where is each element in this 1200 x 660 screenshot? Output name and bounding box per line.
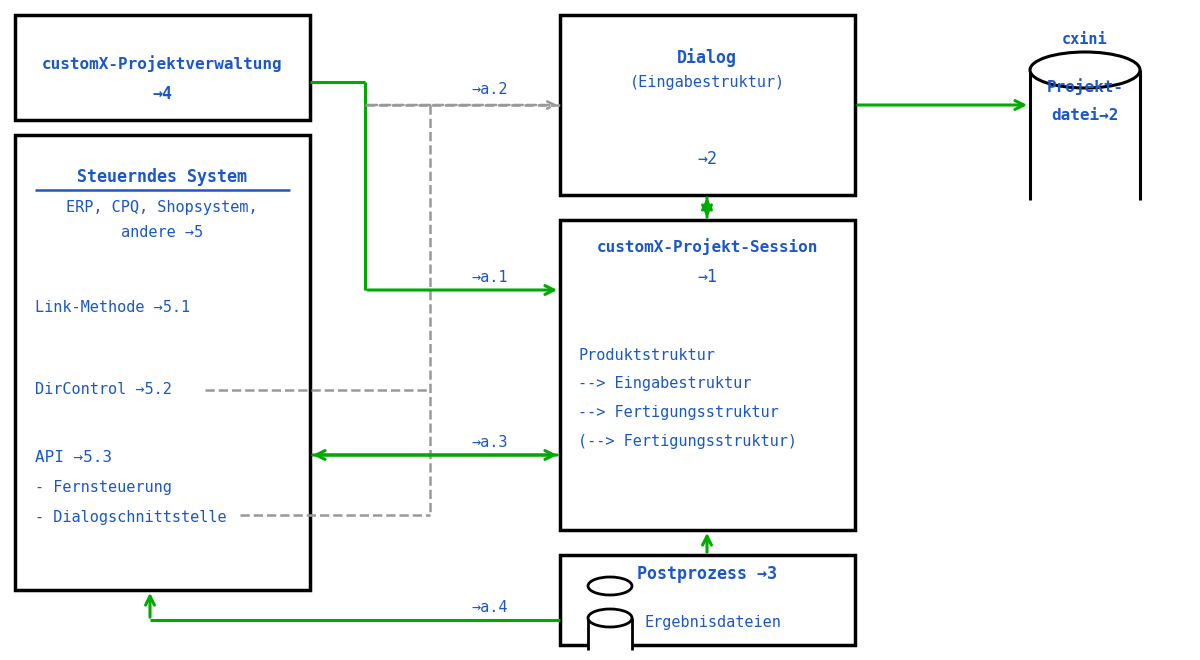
Text: →1: →1 [697,268,716,286]
Bar [560,220,854,530]
Text: Ergebnisdateien: Ergebnisdateien [646,615,782,630]
Text: Postprozess →3: Postprozess →3 [637,565,778,583]
Text: →a.2: →a.2 [472,82,509,97]
Text: datei→2: datei→2 [1051,108,1118,123]
Text: →4: →4 [152,85,172,103]
Text: --> Fertigungsstruktur: --> Fertigungsstruktur [578,405,779,420]
Text: →a.3: →a.3 [472,435,509,450]
Text: Steuerndes System: Steuerndes System [77,168,247,186]
Ellipse shape [588,609,632,627]
Bar [588,618,632,650]
Bar [1030,70,1140,200]
Text: →2: →2 [697,150,716,168]
Text: DirControl →5.2: DirControl →5.2 [35,382,172,397]
Bar [560,555,854,645]
Text: (--> Fertigungsstruktur): (--> Fertigungsstruktur) [578,434,797,449]
Text: Dialog: Dialog [677,48,737,67]
Text: - Dialogschnittstelle: - Dialogschnittstelle [35,510,227,525]
Text: Projekt-: Projekt- [1046,78,1123,95]
Ellipse shape [588,577,632,595]
Text: - Fernsteuerung: - Fernsteuerung [35,480,172,495]
Bar [14,135,310,590]
Text: Link-Methode →5.1: Link-Methode →5.1 [35,300,190,315]
Text: ERP, CPQ, Shopsystem,: ERP, CPQ, Shopsystem, [66,200,258,215]
Text: →a.1: →a.1 [472,270,509,285]
Bar [14,15,310,120]
Text: cxini: cxini [1062,32,1108,47]
Text: --> Eingabestruktur: --> Eingabestruktur [578,376,751,391]
Text: API →5.3: API →5.3 [35,450,112,465]
Text: customX-Projekt-Session: customX-Projekt-Session [596,238,817,255]
Text: Produktstruktur: Produktstruktur [578,348,715,363]
Text: andere →5: andere →5 [121,225,203,240]
Ellipse shape [1030,52,1140,88]
Text: (Eingabestruktur): (Eingabestruktur) [630,75,785,90]
Text: customX-Projektverwaltung: customX-Projektverwaltung [42,55,282,72]
Bar [560,15,854,195]
Text: →a.4: →a.4 [472,600,509,615]
